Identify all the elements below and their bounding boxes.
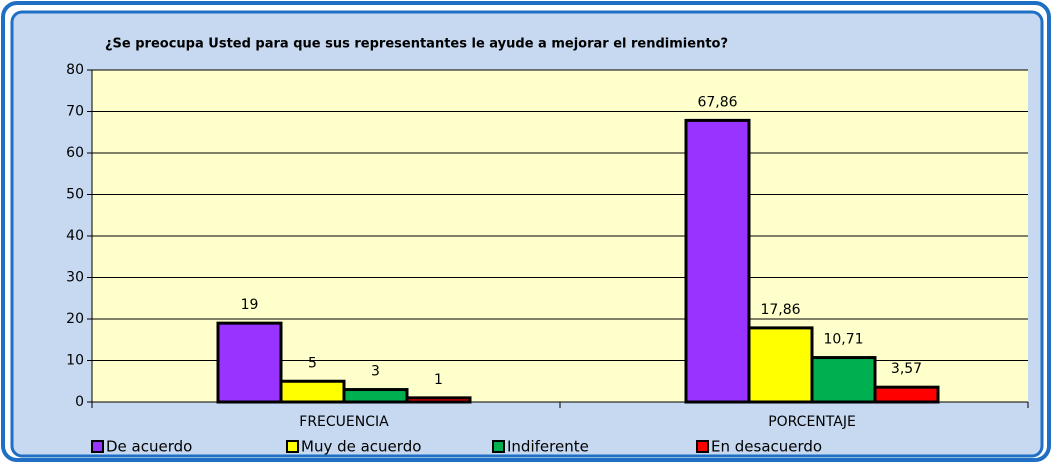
value-label: 19 [241, 297, 259, 313]
value-label: 17,86 [760, 302, 800, 318]
value-label: 5 [308, 355, 317, 371]
legend-swatch [286, 440, 299, 453]
bar [684, 118, 751, 404]
legend-label: Indiferente [507, 438, 589, 456]
value-label: 3 [371, 364, 380, 380]
bar [279, 379, 346, 404]
value-label: 10,71 [823, 332, 863, 348]
bar [216, 321, 283, 404]
bar [873, 385, 940, 404]
y-tick-label: 10 [66, 353, 84, 369]
y-tick-label: 50 [66, 187, 84, 203]
legend-swatch [492, 440, 505, 453]
legend-swatch [696, 440, 709, 453]
x-tick-label: FRECUENCIA [299, 414, 389, 430]
bar [810, 356, 877, 404]
value-label: 67,86 [697, 94, 737, 110]
y-tick-label: 30 [66, 270, 84, 286]
y-tick-label: 60 [66, 145, 84, 161]
y-tick-label: 70 [66, 104, 84, 120]
legend-label: De acuerdo [106, 438, 192, 456]
y-tick-label: 20 [66, 311, 84, 327]
legend-label: Muy de acuerdo [301, 438, 421, 456]
legend-swatch [91, 440, 104, 453]
bar [405, 396, 472, 404]
value-label: 3,57 [891, 361, 922, 377]
x-tick-label: PORCENTAJE [768, 414, 856, 430]
y-tick-label: 80 [66, 62, 84, 78]
y-tick-label: 40 [66, 228, 84, 244]
bar [342, 388, 409, 404]
value-label: 1 [434, 372, 443, 388]
legend-label: En desacuerdo [711, 438, 822, 456]
chart-title: ¿Se preocupa Usted para que sus represen… [105, 37, 728, 52]
bar [747, 326, 814, 404]
y-tick-label: 0 [75, 394, 84, 410]
